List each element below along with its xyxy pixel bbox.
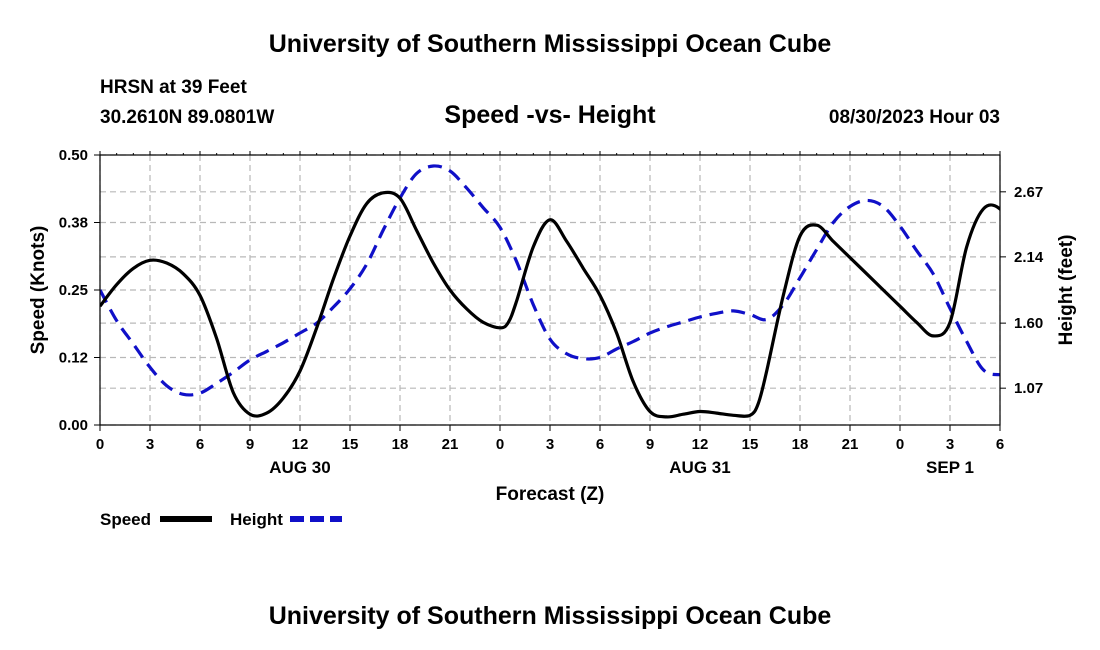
x-tick-label: 6 bbox=[196, 436, 204, 453]
legend-label-height: Height bbox=[230, 510, 283, 529]
x-tick-label: 15 bbox=[742, 436, 759, 453]
x-tick-label: 0 bbox=[896, 436, 904, 453]
y2-axis-title: Height (feet) bbox=[1056, 235, 1077, 346]
y-axis-title: Speed (Knots) bbox=[28, 226, 49, 355]
x-tick-label: 18 bbox=[392, 436, 409, 453]
x-tick-label: 3 bbox=[146, 436, 154, 453]
x-tick-label: 6 bbox=[996, 436, 1004, 453]
y-tick-label: 0.12 bbox=[59, 350, 88, 367]
forecast-datetime: 08/30/2023 Hour 03 bbox=[828, 107, 1000, 128]
y2-tick-label: 2.67 bbox=[1014, 184, 1043, 201]
date-label: AUG 31 bbox=[669, 458, 730, 477]
y-tick-label: 0.38 bbox=[59, 215, 88, 232]
y-tick-label: 0.00 bbox=[59, 417, 88, 434]
x-tick-label: 18 bbox=[792, 436, 809, 453]
y2-tick-label: 1.60 bbox=[1014, 315, 1043, 332]
x-tick-label: 0 bbox=[96, 436, 104, 453]
x-tick-label: 3 bbox=[946, 436, 954, 453]
height-series-line bbox=[100, 164, 1000, 397]
x-tick-label: 9 bbox=[246, 436, 254, 453]
x-tick-label: 12 bbox=[292, 436, 309, 453]
date-label: AUG 30 bbox=[269, 458, 330, 477]
page-title: University of Southern Mississippi Ocean… bbox=[268, 30, 832, 58]
y-tick-label: 0.25 bbox=[59, 282, 88, 299]
date-label: SEP 1 bbox=[926, 458, 974, 477]
grid bbox=[99, 154, 1001, 426]
x-tick-label: 0 bbox=[496, 436, 504, 453]
station-label: HRSN at 39 Feet bbox=[100, 77, 247, 98]
legend: Speed Height bbox=[100, 510, 342, 529]
chart-title: Speed -vs- Height bbox=[444, 101, 656, 129]
x-axis-title: Forecast (Z) bbox=[496, 484, 605, 505]
station-coordinates: 30.2610N 89.0801W bbox=[100, 107, 275, 128]
y-tick-label: 0.50 bbox=[59, 147, 88, 164]
x-tick-label: 6 bbox=[596, 436, 604, 453]
x-tick-label: 15 bbox=[342, 436, 359, 453]
speed-series-line bbox=[100, 190, 1000, 419]
x-tick-label: 3 bbox=[546, 436, 554, 453]
footer-title: University of Southern Mississippi Ocean… bbox=[268, 602, 832, 630]
legend-label-speed: Speed bbox=[100, 510, 151, 529]
series-layer bbox=[100, 164, 1000, 419]
y2-tick-label: 2.14 bbox=[1014, 249, 1044, 266]
x-tick-label: 9 bbox=[646, 436, 654, 453]
y2-tick-label: 1.07 bbox=[1014, 380, 1043, 397]
x-tick-label: 21 bbox=[842, 436, 859, 453]
x-tick-label: 21 bbox=[442, 436, 459, 453]
axes: 0 3 6 9 12 15 18 21 0 3 6 9 12 15 18 21 0 3 6 AUG 30 AUG 31 S… bbox=[59, 147, 1044, 477]
x-tick-label: 12 bbox=[692, 436, 709, 453]
